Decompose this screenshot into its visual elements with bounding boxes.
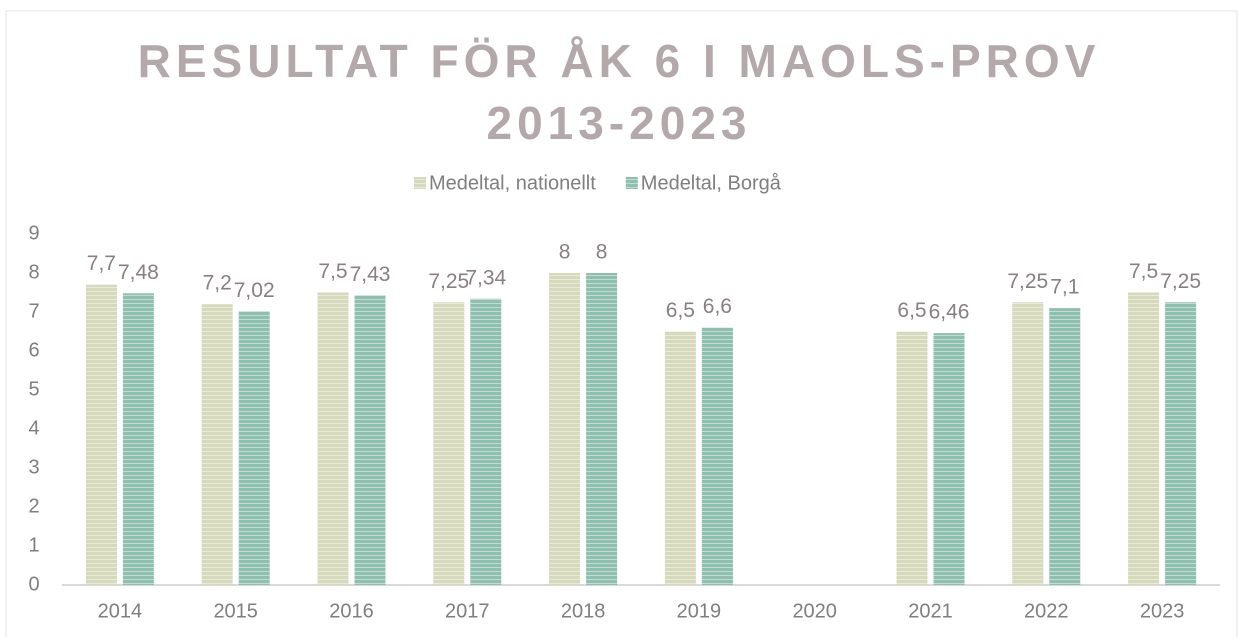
y-tick-label: 2 [28,495,39,517]
x-tick-label: 2016 [329,600,374,622]
bar [85,284,117,585]
bar [238,311,270,585]
data-label: 7,7 [87,252,116,275]
bar [317,292,349,585]
data-label: 7,5 [318,260,347,283]
y-tick-label: 1 [28,534,39,556]
data-label: 6,5 [897,299,926,322]
y-tick-label: 5 [28,378,39,400]
data-label: 6,46 [929,301,970,324]
legend-label: Medeltal, nationellt [429,172,596,194]
chart-border [5,10,1238,637]
data-label: 7,43 [350,263,391,286]
bar [896,331,928,585]
data-label: 7,5 [1129,260,1158,283]
bar [586,273,618,585]
x-tick-label: 2021 [908,600,953,622]
y-tick-label: 4 [28,417,39,439]
x-tick-label: 2014 [98,600,143,622]
data-label: 7,2 [203,272,232,295]
x-tick-label: 2020 [792,600,837,622]
x-tick-label: 2023 [1140,600,1185,622]
bar [122,293,154,585]
legend-swatch [625,177,638,189]
bar [549,273,581,585]
bar [470,298,502,585]
bar [664,331,696,585]
data-label: 6,6 [703,295,732,318]
bar [701,327,733,585]
bar [1012,302,1044,585]
x-tick-label: 2015 [213,600,258,622]
data-label: 7,02 [234,279,275,302]
bar [1128,292,1160,585]
data-label: 7,25 [1007,270,1048,293]
data-label: 8 [559,241,571,264]
data-label: 6,5 [666,299,695,322]
legend-label: Medeltal, Borgå [641,172,782,194]
bar [433,302,465,585]
data-label: 7,25 [428,270,469,293]
y-tick-label: 7 [28,300,39,322]
bar [201,304,233,585]
bar [354,295,386,585]
bar [1165,302,1197,585]
y-tick-label: 3 [28,456,39,478]
bar [1049,308,1081,585]
data-label: 8 [596,241,608,264]
y-tick-label: 9 [28,222,39,244]
data-label: 7,34 [465,266,506,289]
data-label: 7,25 [1160,270,1201,293]
bar [933,333,965,585]
y-tick-label: 8 [28,261,39,283]
y-tick-label: 6 [28,339,39,361]
x-tick-label: 2018 [561,600,606,622]
chart-title: RESULTAT FÖR ÅK 6 I MAOLS-PROV 2013-2023 [137,35,1101,149]
x-tick-label: 2017 [445,600,490,622]
legend-swatch [414,177,426,189]
data-label: 7,48 [118,261,159,284]
data-label: 7,1 [1050,276,1079,299]
y-tick-label: 0 [28,573,39,595]
x-tick-label: 2022 [1024,600,1069,622]
x-tick-label: 2019 [677,600,722,622]
